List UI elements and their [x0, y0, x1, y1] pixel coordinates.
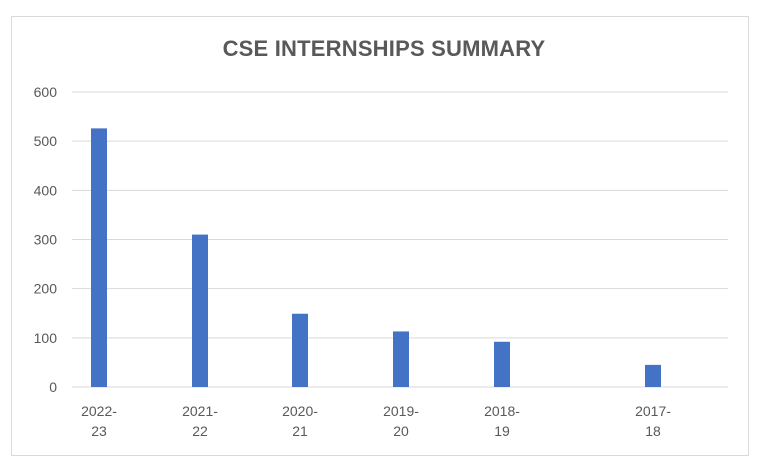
chart-title: CSE INTERNSHIPS SUMMARY — [222, 36, 546, 61]
x-category-label: 2019-20 — [383, 403, 419, 439]
bar-2019-20 — [393, 331, 409, 387]
bar-2017-18 — [645, 364, 661, 387]
bar-2021-22 — [192, 234, 208, 387]
y-tick-label: 100 — [34, 330, 58, 346]
bars — [91, 128, 661, 387]
x-category-label: 2020-21 — [282, 403, 318, 439]
x-category-label: 2017-18 — [635, 403, 671, 439]
bar-2018-19 — [494, 341, 510, 387]
x-axis-category-labels: 2022-23 2021-22 2020-21 2019-20 2018-19 2017-… — [81, 403, 671, 439]
y-tick-label: 500 — [34, 133, 58, 149]
x-category-label: 2018-19 — [484, 403, 520, 439]
y-tick-label: 300 — [34, 232, 58, 248]
x-category-label: 2022-23 — [81, 403, 117, 439]
chart-frame — [11, 16, 749, 456]
y-tick-label: 0 — [49, 379, 57, 395]
y-axis-tick-labels: 0 100 200 300 400 500 600 — [34, 84, 58, 395]
y-tick-label: 600 — [34, 84, 58, 100]
gridlines — [72, 91, 728, 388]
bar-2022-23 — [91, 128, 107, 387]
y-tick-label: 200 — [34, 281, 58, 297]
x-category-label: 2021-22 — [182, 403, 218, 439]
y-tick-label: 400 — [34, 182, 58, 198]
bar-2020-21 — [292, 313, 308, 387]
